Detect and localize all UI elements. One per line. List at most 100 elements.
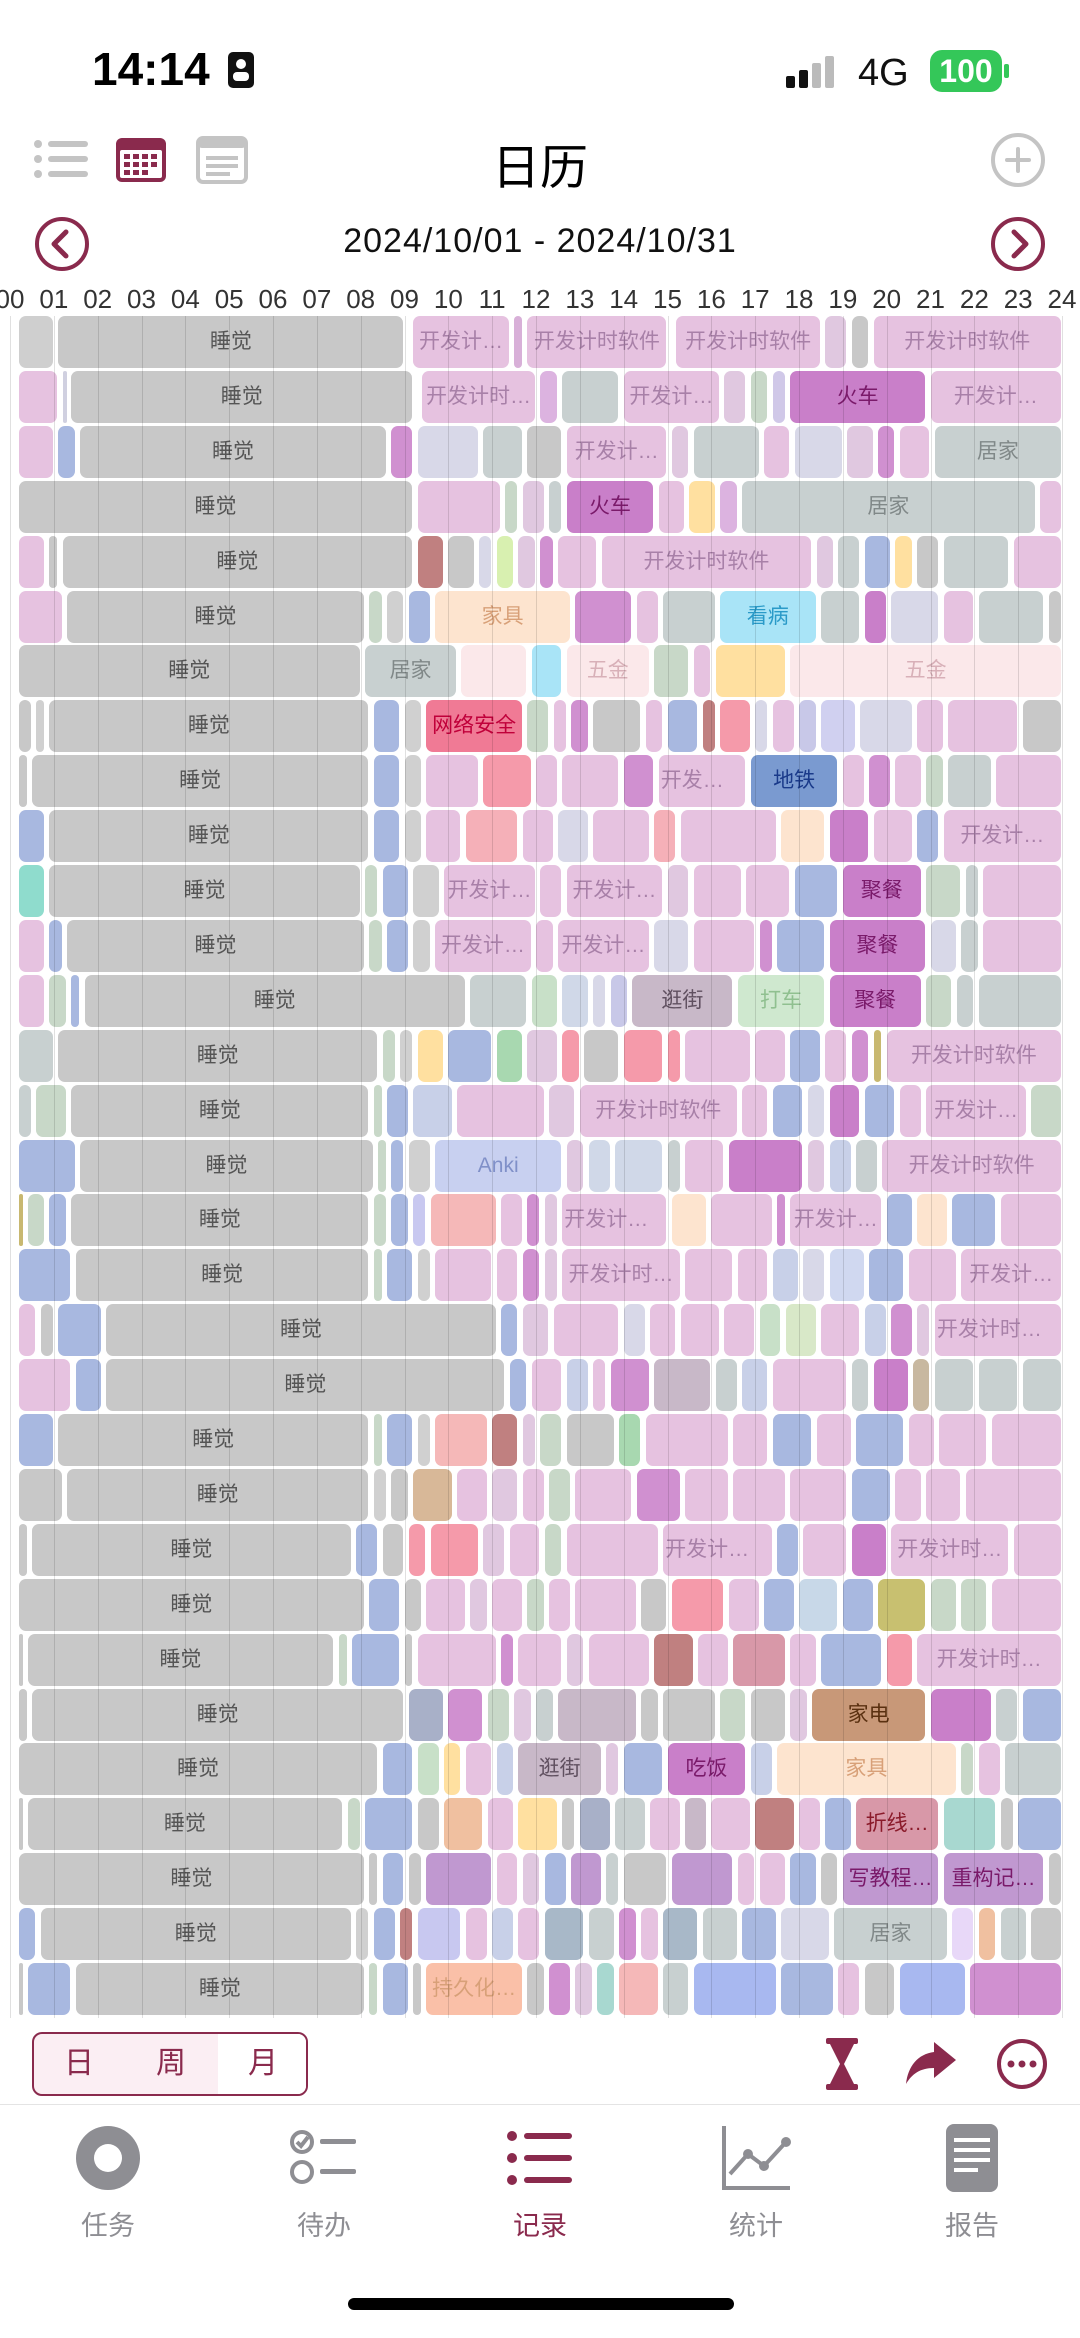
event-block[interactable] — [728, 1578, 759, 1631]
event-block-睡觉[interactable]: 睡觉 — [49, 865, 360, 917]
event-block[interactable] — [553, 1304, 619, 1357]
event-block[interactable] — [619, 1414, 641, 1466]
event-block[interactable] — [408, 1688, 443, 1741]
event-block[interactable] — [566, 1523, 658, 1576]
event-block[interactable] — [413, 919, 430, 972]
event-block[interactable] — [1022, 1688, 1061, 1741]
event-block[interactable] — [465, 1908, 487, 1961]
day-row[interactable]: 睡觉 — [10, 1578, 1062, 1631]
event-block[interactable] — [724, 1304, 755, 1357]
event-block[interactable] — [365, 1798, 413, 1851]
event-block[interactable] — [864, 590, 886, 643]
event-block[interactable] — [522, 1853, 540, 1906]
event-block[interactable] — [930, 1578, 956, 1631]
event-block[interactable] — [566, 1414, 614, 1466]
event-block-睡觉[interactable]: 睡觉 — [71, 370, 413, 423]
event-block[interactable] — [763, 1578, 794, 1631]
event-block[interactable] — [382, 1029, 395, 1082]
event-block[interactable] — [373, 1249, 382, 1302]
event-block[interactable] — [623, 1853, 667, 1906]
day-row[interactable]: 睡觉 开发计时… 开发计时… — [10, 1523, 1062, 1576]
event-block[interactable] — [1013, 535, 1061, 588]
event-block[interactable] — [855, 1414, 904, 1466]
event-block[interactable] — [663, 1688, 715, 1741]
event-block[interactable] — [610, 974, 628, 1027]
event-block-持久化…[interactable]: 持久化… — [426, 1963, 522, 2015]
event-block[interactable] — [18, 1139, 75, 1192]
event-block[interactable] — [645, 1414, 728, 1466]
event-block[interactable] — [18, 700, 31, 753]
day-row[interactable]: 睡觉 开发计时软件 — [10, 535, 1062, 588]
event-block[interactable] — [18, 1468, 62, 1521]
event-block[interactable] — [917, 1194, 948, 1247]
event-block[interactable] — [549, 1084, 575, 1137]
event-block[interactable] — [443, 1743, 461, 1796]
event-block-开发计时软件[interactable]: 开发计时软件 — [601, 535, 812, 588]
day-view-tab[interactable]: 日 — [64, 2047, 94, 2080]
event-block[interactable] — [18, 974, 45, 1027]
event-block[interactable] — [755, 700, 768, 753]
tab-todo[interactable]: 待办 — [216, 2104, 432, 2241]
event-block[interactable] — [382, 1963, 408, 2015]
tab-report[interactable]: 报告 — [864, 2104, 1080, 2241]
month-view-tab[interactable]: 月 — [218, 2034, 306, 2094]
event-block[interactable] — [417, 480, 500, 533]
event-block[interactable] — [518, 1798, 557, 1851]
event-block[interactable] — [790, 1688, 807, 1741]
event-block-开发计时…[interactable]: 开发计时… — [663, 1523, 772, 1576]
event-block[interactable] — [417, 1029, 443, 1082]
event-block[interactable] — [763, 425, 790, 478]
event-block[interactable] — [663, 590, 715, 643]
event-block[interactable] — [562, 974, 588, 1027]
event-block-家电[interactable]: 家电 — [812, 1688, 926, 1741]
event-block[interactable] — [772, 1414, 812, 1466]
event-block-睡觉[interactable]: 睡觉 — [75, 1963, 365, 2015]
event-block[interactable] — [860, 700, 912, 753]
event-block[interactable] — [685, 1029, 750, 1082]
event-block[interactable] — [636, 590, 658, 643]
event-block[interactable] — [1018, 1798, 1061, 1851]
event-block-开发计时软件[interactable]: 开发计时软件 — [882, 1139, 1061, 1192]
event-block[interactable] — [671, 1578, 724, 1631]
event-block[interactable] — [18, 316, 53, 368]
event-block[interactable] — [930, 919, 956, 972]
event-block-睡觉[interactable]: 睡觉 — [18, 645, 360, 698]
event-block[interactable] — [1000, 1908, 1026, 1961]
event-block[interactable] — [851, 1468, 891, 1521]
event-block[interactable] — [540, 1414, 562, 1466]
event-block[interactable] — [496, 1029, 522, 1082]
event-block[interactable] — [391, 1139, 404, 1192]
day-row[interactable]: 睡觉 开发计… 开发计… 聚餐 — [10, 865, 1062, 917]
event-block[interactable] — [571, 1853, 601, 1906]
event-block[interactable] — [597, 1963, 614, 2015]
event-block[interactable] — [457, 1084, 544, 1137]
event-block[interactable] — [588, 1633, 649, 1686]
event-block-开发计…[interactable]: 开发计… — [926, 1084, 1026, 1137]
event-block[interactable] — [49, 974, 66, 1027]
event-block[interactable] — [654, 919, 689, 972]
event-block[interactable] — [772, 370, 785, 423]
event-block[interactable] — [908, 1414, 934, 1466]
event-block[interactable] — [518, 1908, 540, 1961]
event-block[interactable] — [864, 1304, 886, 1357]
event-block[interactable] — [430, 1523, 478, 1576]
event-block[interactable] — [496, 1743, 514, 1796]
event-block[interactable] — [592, 810, 649, 863]
event-block[interactable] — [404, 1578, 422, 1631]
event-block-开发计时…[interactable]: 开发计时… — [562, 1249, 680, 1302]
event-block-居家[interactable]: 居家 — [934, 425, 1061, 478]
event-block[interactable] — [18, 865, 45, 917]
event-block[interactable] — [772, 1084, 803, 1137]
event-block[interactable] — [693, 865, 741, 917]
event-block[interactable] — [619, 1908, 636, 1961]
event-block[interactable] — [755, 1798, 794, 1851]
event-block[interactable] — [926, 865, 961, 917]
event-block[interactable] — [562, 1029, 579, 1082]
event-block[interactable] — [36, 700, 45, 753]
event-block[interactable] — [522, 1249, 540, 1302]
event-block[interactable] — [891, 1304, 912, 1357]
event-block[interactable] — [978, 1908, 996, 1961]
event-block[interactable] — [654, 810, 676, 863]
event-block[interactable] — [404, 700, 422, 753]
event-block[interactable] — [575, 1963, 592, 2015]
